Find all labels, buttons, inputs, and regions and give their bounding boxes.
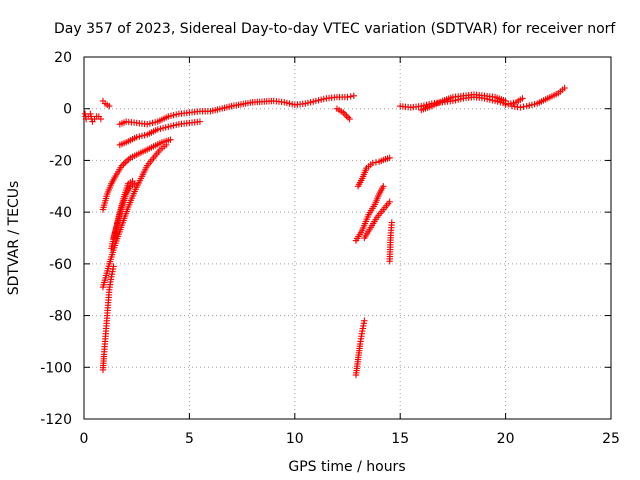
data-point bbox=[347, 93, 354, 100]
x-tick-label: 0 bbox=[80, 431, 89, 447]
data-point bbox=[380, 183, 387, 190]
y-tick-label: -120 bbox=[40, 412, 72, 428]
data-point bbox=[561, 84, 568, 92]
data-points bbox=[81, 84, 568, 379]
y-axis-label: SDTVAR / TECUs bbox=[6, 181, 22, 296]
data-point bbox=[196, 118, 204, 125]
data-point bbox=[350, 92, 358, 99]
x-axis-label: GPS time / hours bbox=[288, 459, 405, 475]
x-tick-label: 15 bbox=[391, 431, 409, 447]
data-point bbox=[97, 115, 105, 123]
data-point bbox=[131, 180, 138, 187]
data-point bbox=[344, 114, 352, 121]
y-tick-labels: -120 -100 -80 -60 -40 -20 0 20 bbox=[40, 50, 72, 428]
y-tick-label: -60 bbox=[49, 257, 72, 273]
data-point bbox=[361, 317, 368, 324]
data-point bbox=[163, 141, 170, 149]
y-tick-label: 20 bbox=[54, 50, 72, 66]
data-point bbox=[386, 198, 393, 205]
y-tick-label: -80 bbox=[49, 309, 72, 325]
data-point bbox=[341, 111, 349, 118]
data-point bbox=[106, 102, 113, 110]
plot-frame bbox=[83, 56, 612, 420]
gridlines bbox=[84, 57, 611, 419]
data-point bbox=[167, 136, 174, 143]
chart-title: Day 357 of 2023, Sidereal Day-to-day VTE… bbox=[54, 21, 616, 37]
data-point bbox=[123, 157, 131, 165]
x-tick-label: 25 bbox=[602, 431, 620, 447]
x-tick-label: 5 bbox=[185, 431, 194, 447]
data-point bbox=[520, 103, 527, 110]
y-tick-label: -20 bbox=[49, 153, 72, 169]
y-tick-label: -100 bbox=[40, 360, 72, 376]
data-point bbox=[386, 258, 393, 265]
data-point bbox=[346, 115, 353, 123]
data-point bbox=[344, 93, 351, 101]
y-tick-label: -40 bbox=[49, 205, 72, 221]
data-point bbox=[372, 159, 380, 166]
x-tick-labels: 0 5 10 15 20 25 bbox=[80, 431, 620, 447]
y-tick-label: 0 bbox=[63, 102, 72, 118]
axis-ticks bbox=[83, 56, 612, 420]
data-point bbox=[110, 263, 117, 270]
data-point bbox=[517, 104, 524, 111]
data-point bbox=[122, 159, 129, 166]
x-tick-label: 10 bbox=[286, 431, 304, 447]
x-tick-label: 20 bbox=[497, 431, 515, 447]
data-point bbox=[519, 95, 526, 102]
data-point bbox=[386, 154, 393, 162]
data-point bbox=[343, 112, 350, 120]
data-point bbox=[369, 159, 376, 167]
data-point bbox=[120, 160, 127, 168]
